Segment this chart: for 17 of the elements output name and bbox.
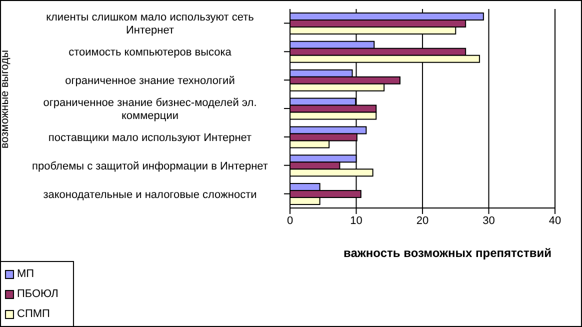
- y-tick-label: ограниченное знание технологий: [65, 75, 235, 88]
- legend-label: ПБОЮЛ: [17, 288, 58, 300]
- x-tick-label: 30: [482, 214, 495, 227]
- x-tick-label: 40: [548, 214, 562, 227]
- y-axis-title: возможные выгоды: [0, 50, 11, 148]
- x-axis-title: важность возможных препятствий: [344, 246, 552, 260]
- x-tick-label: 0: [286, 214, 294, 227]
- y-tick-label: клиенты слишком мало используют сеть Интернет: [46, 12, 254, 37]
- y-tick-label: проблемы с защитой информации в Интернет: [32, 160, 268, 172]
- y-tick-label: стоимость компьютеров высока: [68, 46, 232, 59]
- y-tick-label: ограниченное знание бизнес-моделей эл. коммерции: [43, 97, 257, 122]
- y-tick-label: поставщики мало используют Интернет: [48, 132, 252, 144]
- y-tick-label: законодательные и налоговые сложности: [43, 188, 257, 201]
- legend-label: СПМП: [17, 308, 50, 320]
- legend-label: МП: [17, 268, 34, 280]
- x-tick-label: 10: [350, 214, 362, 227]
- x-tick-label: 20: [416, 214, 429, 227]
